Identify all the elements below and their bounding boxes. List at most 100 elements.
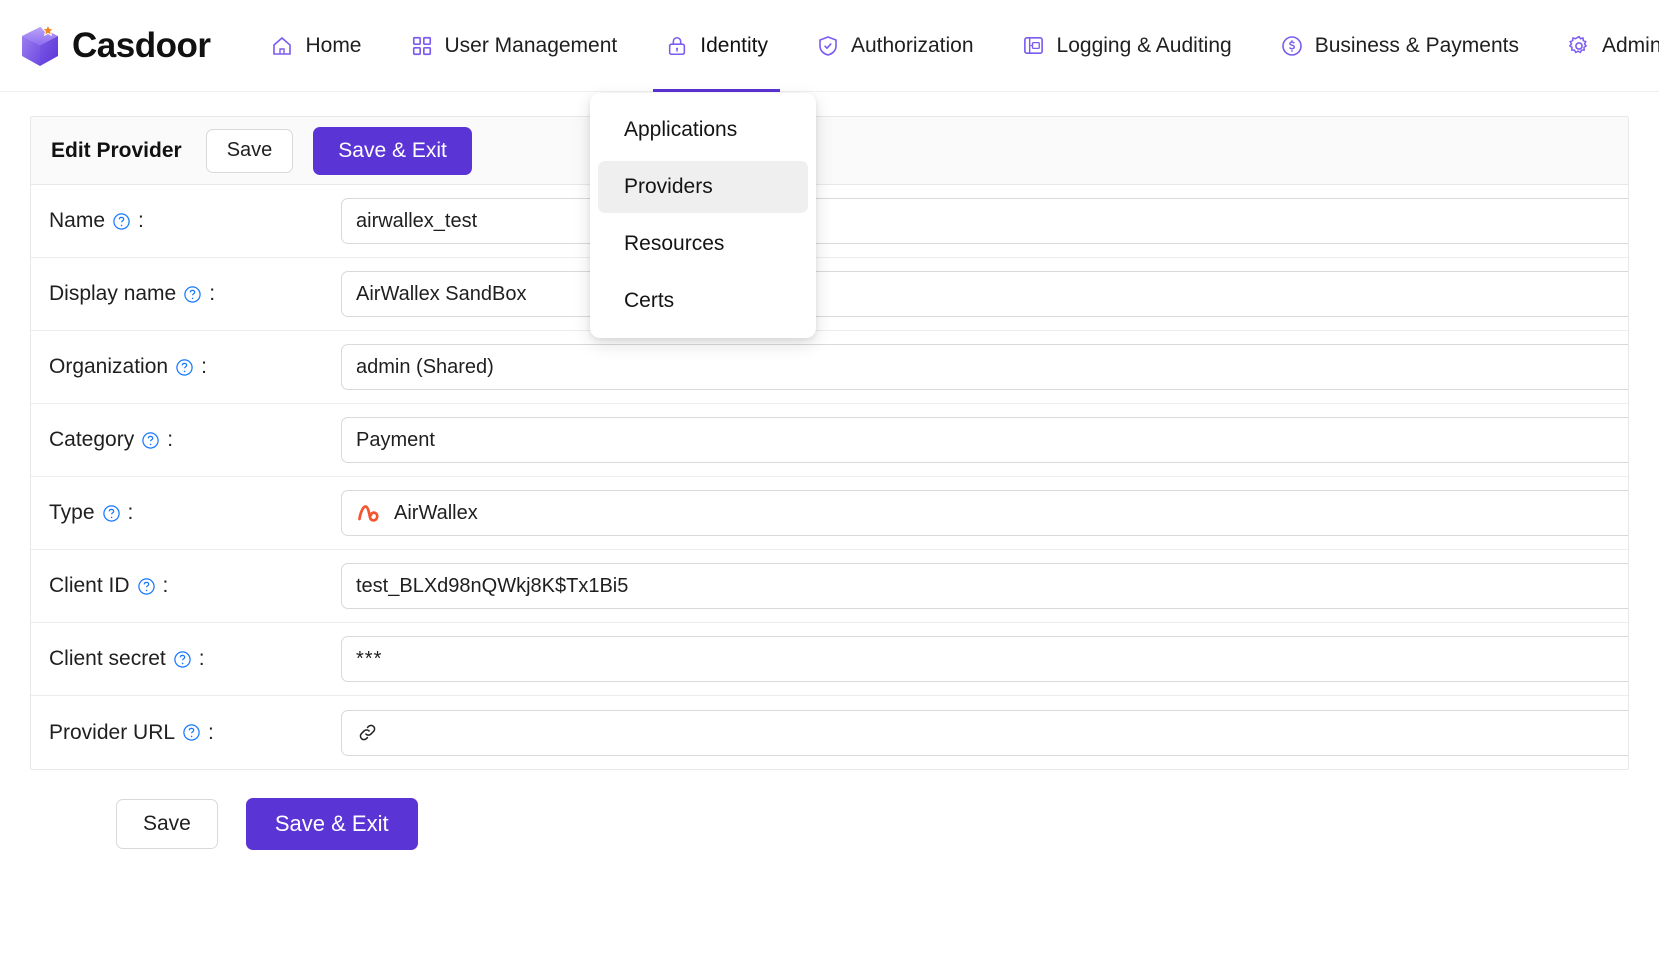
card-header: Edit Provider Save Save & Exit [31, 117, 1628, 185]
nav-item-admin[interactable]: Admin [1543, 0, 1659, 92]
form-label-text: Provider URL [49, 720, 176, 744]
nav-item-label: Admin [1601, 33, 1659, 57]
nav-items: Home User Management Identity [246, 0, 1659, 92]
dropdown-item-label: Certs [624, 289, 675, 312]
footer-actions: Save Save & Exit [30, 770, 1629, 850]
form-control-client-secret: *** [341, 636, 1628, 682]
form-label-category: Category : [31, 428, 341, 452]
save-button-top[interactable]: Save [205, 128, 294, 173]
dropdown-item-certs[interactable]: Certs [598, 275, 808, 327]
provider-url-input[interactable] [341, 709, 1628, 756]
form-control-display-name: AirWallex SandBox [341, 271, 1628, 317]
question-circle-icon[interactable] [112, 212, 131, 231]
save-button-bottom[interactable]: Save [116, 799, 218, 849]
form-row-provider-url: Provider URL : [31, 696, 1628, 769]
dollar-circle-icon [1280, 34, 1304, 58]
form-control-category: Payment [341, 417, 1628, 463]
client-id-input[interactable]: test_BLXd98nQWkj8K$Tx1Bi5 [341, 563, 1628, 609]
nav-item-user-management[interactable]: User Management [386, 0, 642, 92]
dropdown-item-label: Providers [624, 175, 713, 198]
form-control-organization: admin (Shared) [341, 344, 1628, 390]
form-label-colon: : [162, 574, 169, 597]
lock-icon [665, 34, 689, 58]
display-name-input[interactable]: AirWallex SandBox [341, 271, 1628, 317]
form-label-text: Client secret [49, 647, 166, 670]
dropdown-item-providers[interactable]: Providers [598, 161, 808, 213]
form-label-text: Display name [49, 282, 177, 305]
form-label-type: Type : [31, 501, 341, 525]
dropdown-item-resources[interactable]: Resources [598, 218, 808, 270]
question-circle-icon[interactable] [141, 431, 160, 450]
form-row-organization: Organization : admin (Shared) [31, 331, 1628, 404]
top-navigation-bar: Casdoor Home User Management [0, 0, 1659, 92]
grid-icon [410, 34, 434, 58]
save-and-exit-button-bottom[interactable]: Save & Exit [245, 798, 418, 850]
form-control-name: airwallex_test [341, 198, 1628, 244]
form-label-colon: : [138, 209, 144, 232]
form-label-text: Type [49, 501, 95, 524]
nav-item-business-payments[interactable]: Business & Payments [1256, 0, 1543, 92]
form-label-text: Organization [49, 355, 169, 378]
form-label-colon: : [201, 355, 207, 378]
form-label-name: Name : [31, 209, 341, 233]
form-label-text: Client ID [49, 574, 130, 597]
form-row-client-secret: Client secret : *** [31, 623, 1628, 696]
form-row-display-name: Display name : AirWallex SandBox [31, 258, 1628, 331]
question-circle-icon[interactable] [173, 650, 192, 669]
name-input[interactable]: airwallex_test [341, 198, 1628, 244]
page-content: Edit Provider Save Save & Exit Name : [0, 92, 1659, 850]
organization-select[interactable]: admin (Shared) [341, 344, 1628, 390]
nav-item-label: Logging & Auditing [1056, 33, 1232, 57]
log-window-icon [1022, 34, 1046, 58]
gear-icon [1567, 34, 1591, 58]
category-select[interactable]: Payment [341, 417, 1628, 463]
type-select-value: AirWallex [394, 501, 478, 524]
nav-item-label: Authorization [850, 33, 974, 57]
question-circle-icon[interactable] [182, 723, 201, 742]
client-secret-input[interactable]: *** [341, 636, 1628, 682]
nav-item-label: Home [305, 33, 362, 57]
link-icon [356, 722, 378, 744]
form-row-category: Category : Payment [31, 404, 1628, 477]
home-icon [270, 34, 294, 58]
form-label-colon: : [208, 720, 214, 744]
form-label-colon: : [167, 428, 174, 451]
brand-logo-link[interactable]: Casdoor [18, 23, 211, 69]
nav-item-label: Identity [700, 33, 768, 57]
nav-item-authorization[interactable]: Authorization [792, 0, 998, 92]
form-control-type: AirWallex [341, 490, 1628, 536]
form-label-client-secret: Client secret : [31, 647, 341, 671]
provider-form: Name : airwallex_test [31, 185, 1628, 769]
dropdown-item-label: Applications [624, 118, 738, 141]
form-row-name: Name : airwallex_test [31, 185, 1628, 258]
page-title: Edit Provider [51, 138, 182, 162]
nav-item-identity[interactable]: Identity [641, 0, 792, 92]
question-circle-icon[interactable] [137, 577, 156, 596]
nav-item-home[interactable]: Home [246, 0, 385, 92]
form-label-organization: Organization : [31, 355, 341, 379]
form-control-client-id: test_BLXd98nQWkj8K$Tx1Bi5 [341, 563, 1628, 609]
form-label-colon: : [198, 647, 205, 670]
edit-provider-card: Edit Provider Save Save & Exit Name : [30, 116, 1629, 770]
form-label-provider-url: Provider URL : [31, 721, 341, 745]
save-and-exit-button-top[interactable]: Save & Exit [313, 126, 472, 175]
form-label-text: Category [49, 428, 135, 451]
identity-dropdown-menu: Applications Providers Resources Certs [590, 93, 816, 338]
form-label-text: Name [49, 209, 106, 232]
airwallex-logo-icon [356, 500, 382, 526]
nav-item-logging-auditing[interactable]: Logging & Auditing [998, 0, 1256, 92]
form-row-type: Type : [31, 477, 1628, 550]
form-label-display-name: Display name : [31, 282, 341, 306]
dropdown-item-applications[interactable]: Applications [598, 104, 808, 156]
dropdown-item-label: Resources [624, 232, 725, 255]
casdoor-cube-logo-icon [18, 23, 62, 69]
question-circle-icon[interactable] [175, 358, 194, 377]
type-select[interactable]: AirWallex [341, 490, 1628, 536]
form-row-client-id: Client ID : test_BLXd98nQWkj8K$Tx1Bi5 [31, 550, 1628, 623]
nav-item-label: User Management [444, 33, 618, 57]
question-circle-icon[interactable] [102, 504, 121, 523]
nav-item-label: Business & Payments [1314, 33, 1519, 57]
form-control-provider-url [341, 709, 1628, 756]
form-label-colon: : [209, 282, 216, 305]
question-circle-icon[interactable] [183, 285, 202, 304]
